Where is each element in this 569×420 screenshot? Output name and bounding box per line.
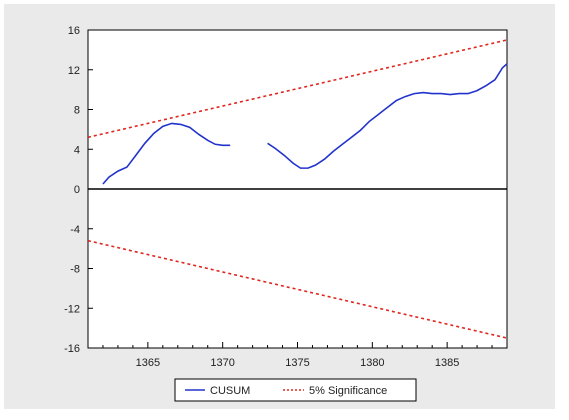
x-tick-label: 1365	[136, 357, 160, 369]
y-tick-label: -12	[64, 303, 80, 315]
series-cusum-line	[267, 63, 508, 169]
series-cusum-line	[102, 122, 231, 185]
y-tick-label: 0	[74, 184, 80, 196]
y-tick-label: -4	[70, 224, 80, 236]
y-tick-label: 4	[74, 144, 80, 156]
cusum-chart: 16 12 8 4 0 -4 -8 -12 -16 1365 1370 1375 1380 1385 C…	[64, 25, 508, 402]
x-tick-label: 1385	[435, 357, 459, 369]
legend: CUSUM 5% Significance	[174, 378, 417, 402]
legend-label-cusum: CUSUM	[210, 385, 250, 397]
x-tick-label: 1375	[285, 357, 309, 369]
x-tick-label: 1380	[360, 357, 384, 369]
x-axis: 1365 1370 1375 1380 1385	[102, 342, 493, 369]
y-tick-label: -8	[70, 264, 80, 276]
y-tick-label: 8	[74, 105, 80, 117]
chart-panel: 16 12 8 4 0 -4 -8 -12 -16 1365 1370 1375 1380 1385 C…	[4, 4, 555, 409]
series-layer	[87, 39, 508, 339]
y-tick-label: -16	[64, 343, 80, 355]
x-tick-label: 1370	[210, 357, 234, 369]
y-tick-label: 12	[68, 65, 80, 77]
legend-label-significance: 5% Significance	[309, 385, 387, 397]
y-tick-label: 16	[68, 25, 80, 37]
